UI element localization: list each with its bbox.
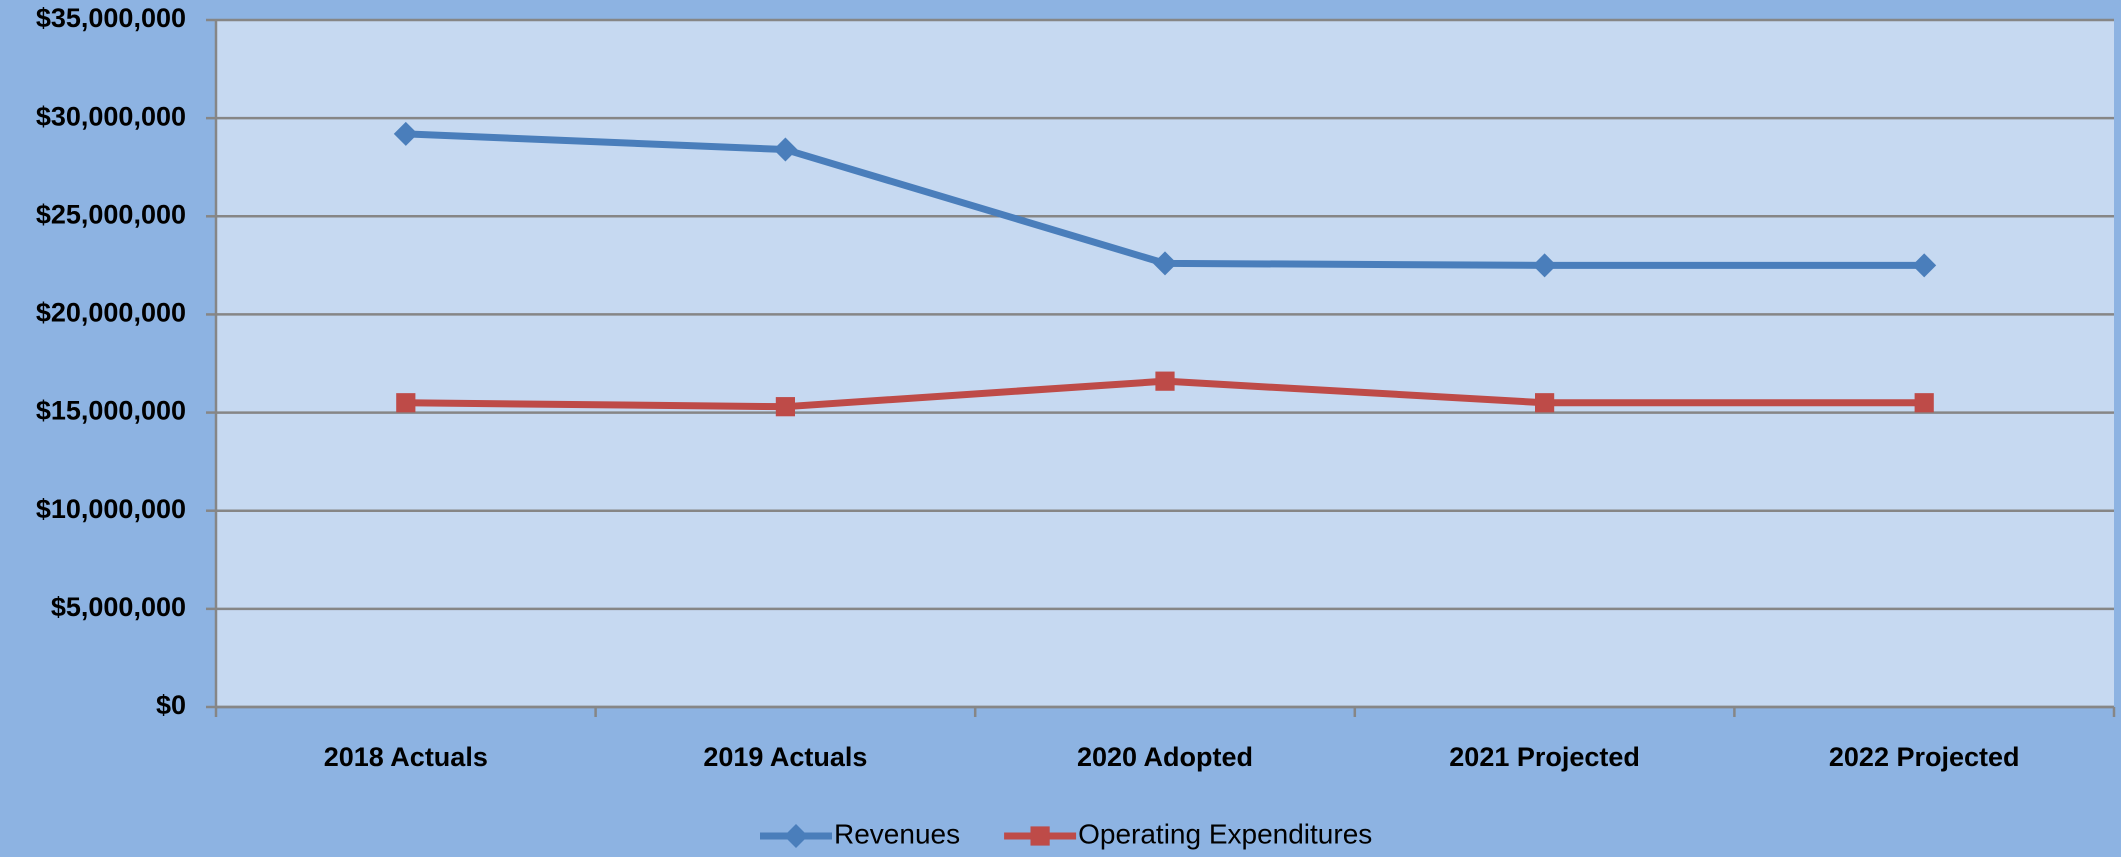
y-tick-label: $25,000,000: [36, 199, 186, 229]
legend-label: Operating Expenditures: [1078, 818, 1372, 849]
point: [1535, 393, 1555, 413]
point: [396, 393, 416, 413]
x-tick-label: 2021 Projected: [1449, 742, 1640, 772]
point: [393, 121, 418, 146]
plot-area: [216, 20, 2114, 707]
point: [1153, 251, 1177, 276]
y-tick-label: $15,000,000: [36, 396, 186, 426]
y-tick-label: $35,000,000: [36, 3, 186, 33]
x-tick-label: 2020 Adopted: [1077, 742, 1253, 772]
y-tick-label: $10,000,000: [36, 494, 186, 524]
y-tick-label: $0: [156, 690, 186, 720]
x-tick-label: 2022 Projected: [1829, 742, 2020, 772]
y-tick-label: $20,000,000: [36, 298, 186, 328]
point: [1912, 253, 1937, 278]
point: [1914, 393, 1934, 413]
point: [773, 137, 798, 162]
point: [1155, 371, 1175, 391]
x-tick-label: 2019 Actuals: [703, 742, 867, 772]
legend-marker: [1030, 826, 1050, 846]
x-tick-label: 2018 Actuals: [324, 742, 488, 772]
legend-marker: [784, 824, 808, 848]
y-tick-label: $5,000,000: [51, 592, 186, 622]
y-tick-label: $30,000,000: [36, 101, 186, 131]
point: [775, 397, 795, 417]
legend-label: Revenues: [834, 818, 960, 849]
point: [1532, 253, 1557, 278]
